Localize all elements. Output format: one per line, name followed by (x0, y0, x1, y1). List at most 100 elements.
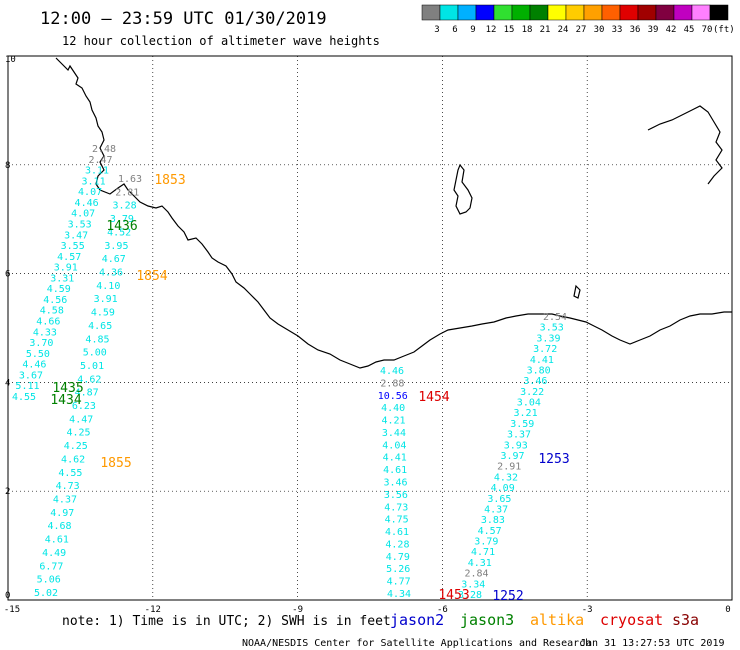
swh-value: 3.95 (104, 241, 128, 252)
swh-value: 3.34 (461, 579, 485, 590)
swh-value: 2.84 (464, 569, 488, 580)
swh-value: 3.21 (514, 408, 538, 419)
swh-value: 4.73 (56, 481, 80, 492)
swh-value: 4.40 (381, 403, 405, 414)
legend-label: 21 (540, 25, 551, 35)
swh-value: 4.55 (58, 468, 82, 479)
swh-value: 2.54 (543, 312, 567, 323)
legend-swatch (637, 4, 657, 21)
legend-swatch (511, 4, 531, 21)
swh-value: 4.59 (91, 308, 115, 319)
chart-subtitle: 12 hour collection of altimeter wave hei… (62, 34, 380, 48)
legend-swatch (691, 4, 711, 21)
legend-label: 12 (486, 25, 497, 35)
legend-swatch (547, 4, 567, 21)
y-tick-label: 0 (5, 591, 10, 601)
swh-value: 1.63 (118, 174, 142, 185)
swh-value: 3.93 (504, 440, 528, 451)
swh-value: 5.26 (386, 564, 410, 575)
swh-value: 3.46 (523, 376, 547, 387)
swh-value: 4.57 (57, 252, 81, 263)
swh-value: 4.25 (64, 441, 88, 452)
swh-value: 3.53 (68, 219, 92, 230)
swh-value: 4.41 (530, 355, 554, 366)
legend-label: 33 (612, 25, 623, 35)
pass-time-label: 1436 (106, 219, 137, 234)
legend-swatch (709, 4, 729, 21)
swh-value: 4.61 (45, 535, 69, 546)
swh-value: 4.46 (22, 360, 46, 371)
swh-value: 2.91 (497, 462, 521, 473)
pass-time-label: 1853 (154, 173, 185, 188)
swh-value: 4.87 (75, 388, 99, 399)
y-tick-label: 10 (5, 55, 16, 65)
pass-time-label: 1454 (418, 390, 449, 405)
swh-value: 5.00 (83, 348, 107, 359)
swh-value: 4.71 (471, 547, 495, 558)
swh-value: 5.02 (34, 588, 58, 599)
swh-value: 3.53 (540, 323, 564, 334)
swh-value: 4.77 (387, 577, 411, 588)
swh-value: 10.56 (378, 391, 408, 402)
swh-value: 2.48 (92, 144, 116, 155)
legend-label: 27 (576, 25, 587, 35)
swh-value: 4.79 (386, 552, 410, 563)
swh-value: 4.25 (66, 428, 90, 439)
swh-value: 4.57 (478, 526, 502, 537)
pass-time-label: 1453 (438, 588, 469, 603)
axis-ticks: -15 -12 -9 -6 -3 0 0 2 4 6 8 10 (4, 55, 731, 615)
legend-swatch (457, 4, 477, 21)
swh-value: 3.97 (500, 451, 524, 462)
swh-value: 3.47 (64, 230, 88, 241)
legend-swatch (655, 4, 675, 21)
swh-value: 2.47 (88, 155, 112, 166)
legend-label: 70 (702, 25, 713, 35)
pass-time-label: 1253 (538, 452, 569, 467)
legend-swatch (565, 4, 585, 21)
swh-value: 4.09 (491, 483, 515, 494)
legend-label: 39 (648, 25, 659, 35)
swh-value: 3.91 (94, 294, 118, 305)
legend-color-bar: 3 6 9 12 15 18 21 24 27 30 33 36 39 42 45 70 (421, 4, 729, 35)
swh-value: 4.59 (47, 284, 71, 295)
swh-value: 4.37 (53, 495, 77, 506)
y-tick-label: 4 (5, 378, 10, 388)
swh-value: 5.50 (26, 349, 50, 360)
legend-label: 36 (630, 25, 641, 35)
swh-value: 4.52 (107, 227, 131, 238)
swh-value: 3.11 (85, 166, 109, 177)
swh-value: 3.28 (458, 590, 482, 601)
swh-value: 6.77 (39, 561, 63, 572)
swh-value: 4.97 (50, 508, 74, 519)
footer-credit: NOAA/NESDIS Center for Satellite Applica… (242, 638, 591, 649)
swh-value: 4.07 (71, 209, 95, 220)
swh-value: 4.32 (494, 472, 518, 483)
legend-label: 18 (522, 25, 533, 35)
swh-value: 3.44 (382, 428, 406, 439)
swh-value: 4.46 (380, 366, 404, 377)
legend-swatch (619, 4, 639, 21)
pass-time-label: 1434 (50, 393, 81, 408)
legend-swatch (421, 4, 441, 21)
y-tick-label: 2 (5, 487, 10, 497)
swh-value: 3.04 (517, 398, 541, 409)
swh-value: 4.85 (85, 334, 109, 345)
satellite-name: jason3 (460, 611, 514, 629)
swh-value: 3.65 (487, 494, 511, 505)
swh-value: 4.66 (36, 317, 60, 328)
swh-value: 3.79 (110, 214, 134, 225)
legend-unit: (ft) (713, 25, 735, 35)
swh-value: 4.73 (384, 502, 408, 513)
swh-value: 4.04 (382, 440, 406, 451)
swh-value: 4.34 (387, 589, 411, 600)
peninsula-outline (453, 163, 473, 215)
swh-value: 5.01 (80, 361, 104, 372)
legend-label: 24 (558, 25, 569, 35)
chart-title: 12:00 – 23:59 UTC 01/30/2019 (40, 9, 327, 29)
swh-value: 4.61 (383, 465, 407, 476)
x-tick-label: 0 (725, 605, 730, 615)
swh-value: 3.55 (61, 241, 85, 252)
swh-value: 4.07 (78, 187, 102, 198)
